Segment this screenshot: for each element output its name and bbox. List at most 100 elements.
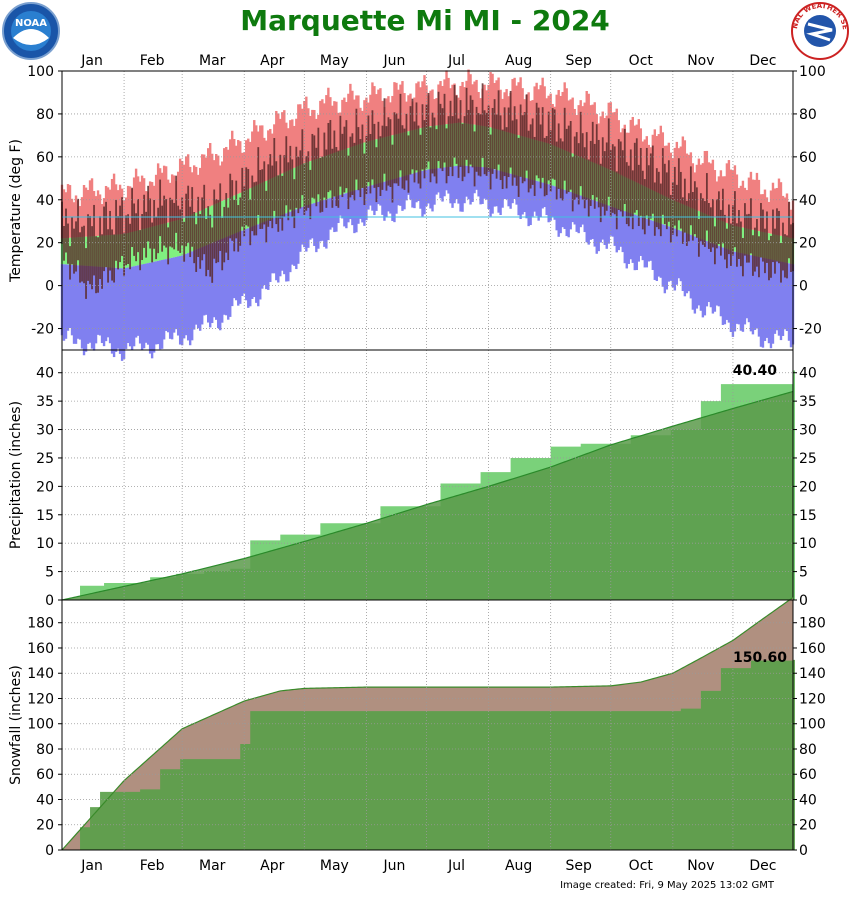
y-tick-label-left: 30 xyxy=(36,423,54,439)
record-low-bar xyxy=(335,196,338,232)
observed-temp-bar xyxy=(393,112,396,184)
observed-temp-bar xyxy=(479,114,482,177)
observed-temp-bar xyxy=(754,227,756,272)
record-high-bar xyxy=(491,73,494,128)
observed-temp-bar xyxy=(235,180,238,239)
record-low-bar xyxy=(235,233,238,301)
observed-temp-bar xyxy=(651,145,654,214)
observed-temp-bar xyxy=(437,91,440,162)
record-high-bar xyxy=(160,172,164,225)
record-high-bar xyxy=(457,97,460,123)
y-tick-label-left: 100 xyxy=(27,717,54,733)
record-high-bar xyxy=(369,94,372,141)
record-low-bar xyxy=(459,165,462,212)
record-low-bar xyxy=(267,220,270,290)
record-high-bar xyxy=(777,178,781,236)
observed-temp-bar xyxy=(207,206,210,270)
record-low-bar xyxy=(541,182,544,209)
record-low-bar xyxy=(609,206,612,236)
record-low-bar xyxy=(72,264,76,344)
record-low-bar xyxy=(419,171,422,209)
record-low-bar xyxy=(721,247,725,325)
record-low-bar xyxy=(607,205,610,244)
record-low-bar xyxy=(178,256,182,345)
record-low-bar xyxy=(275,217,278,281)
observed-temp-bar xyxy=(363,153,366,206)
observed-temp-bar xyxy=(75,221,77,272)
record-low-bar xyxy=(753,255,757,330)
month-label-top: Feb xyxy=(140,53,165,69)
record-low-bar xyxy=(787,263,791,341)
record-low-bar xyxy=(114,267,118,352)
y-tick-label-right: 20 xyxy=(799,818,817,834)
observed-temp-bar xyxy=(533,136,536,196)
record-high-bar xyxy=(659,125,663,194)
record-low-bar xyxy=(437,168,440,193)
record-high-bar xyxy=(699,164,703,212)
observed-temp-bar xyxy=(269,154,272,221)
record-high-bar xyxy=(229,139,232,198)
record-high-bar xyxy=(134,168,138,231)
observed-temp-bar xyxy=(481,83,484,158)
record-low-bar xyxy=(227,236,230,320)
observed-temp-bar xyxy=(607,118,610,197)
record-high-bar xyxy=(375,94,378,140)
record-low-bar xyxy=(259,223,262,300)
chart-title: Marquette Mi MI - 2024 xyxy=(240,4,610,37)
observed-temp-bar xyxy=(457,118,460,178)
observed-temp-bar xyxy=(317,127,320,195)
observed-temp-bar xyxy=(183,221,186,262)
record-low-bar xyxy=(231,234,234,307)
record-high-bar xyxy=(561,91,564,150)
observed-temp-bar xyxy=(155,217,158,260)
record-high-bar xyxy=(433,99,436,126)
record-low-bar xyxy=(202,246,206,316)
record-low-bar xyxy=(585,197,588,243)
record-high-bar xyxy=(225,146,228,200)
observed-temp-bar xyxy=(780,243,782,283)
record-high-bar xyxy=(325,95,328,156)
record-high-bar xyxy=(381,100,384,138)
record-low-bar xyxy=(485,167,488,200)
record-low-bar xyxy=(619,209,622,247)
record-low-bar xyxy=(591,199,594,239)
record-low-bar xyxy=(116,268,120,349)
record-low-bar xyxy=(631,213,634,263)
record-high-bar xyxy=(249,141,252,189)
record-low-bar xyxy=(699,238,703,311)
record-high-bar xyxy=(577,105,580,156)
observed-temp-bar xyxy=(547,111,550,181)
observed-temp-bar xyxy=(675,184,678,237)
record-high-bar xyxy=(221,161,224,202)
y-axis-title: Snowfall (inches) xyxy=(8,665,24,785)
observed-temp-bar xyxy=(271,165,274,229)
record-high-bar xyxy=(605,115,608,169)
y-tick-label-left: -20 xyxy=(31,322,54,338)
record-high-bar xyxy=(423,75,426,128)
record-low-bar xyxy=(735,252,739,324)
observed-temp-bar xyxy=(231,180,234,241)
observed-temp-bar xyxy=(525,94,528,171)
record-high-bar xyxy=(395,82,398,135)
observed-temp-bar xyxy=(527,130,530,193)
record-high-bar xyxy=(293,125,296,168)
observed-temp-bar xyxy=(711,199,714,248)
record-low-bar xyxy=(293,210,296,266)
observed-temp-bar xyxy=(778,210,780,264)
record-high-bar xyxy=(401,81,404,133)
y-tick-label-left: 20 xyxy=(36,479,54,495)
record-low-bar xyxy=(86,265,90,344)
record-high-bar xyxy=(781,195,785,237)
record-high-bar xyxy=(303,100,306,164)
observed-temp-bar xyxy=(617,139,620,210)
observed-temp-bar xyxy=(111,229,113,281)
observed-temp-bar xyxy=(399,93,402,171)
record-high-bar xyxy=(94,196,98,237)
record-high-bar xyxy=(279,118,282,175)
observed-temp-bar xyxy=(487,105,490,172)
observed-temp-bar xyxy=(199,214,202,269)
observed-temp-bar xyxy=(119,205,121,263)
observed-temp-bar xyxy=(736,223,738,267)
record-low-bar xyxy=(319,201,322,242)
record-low-bar xyxy=(603,204,606,245)
